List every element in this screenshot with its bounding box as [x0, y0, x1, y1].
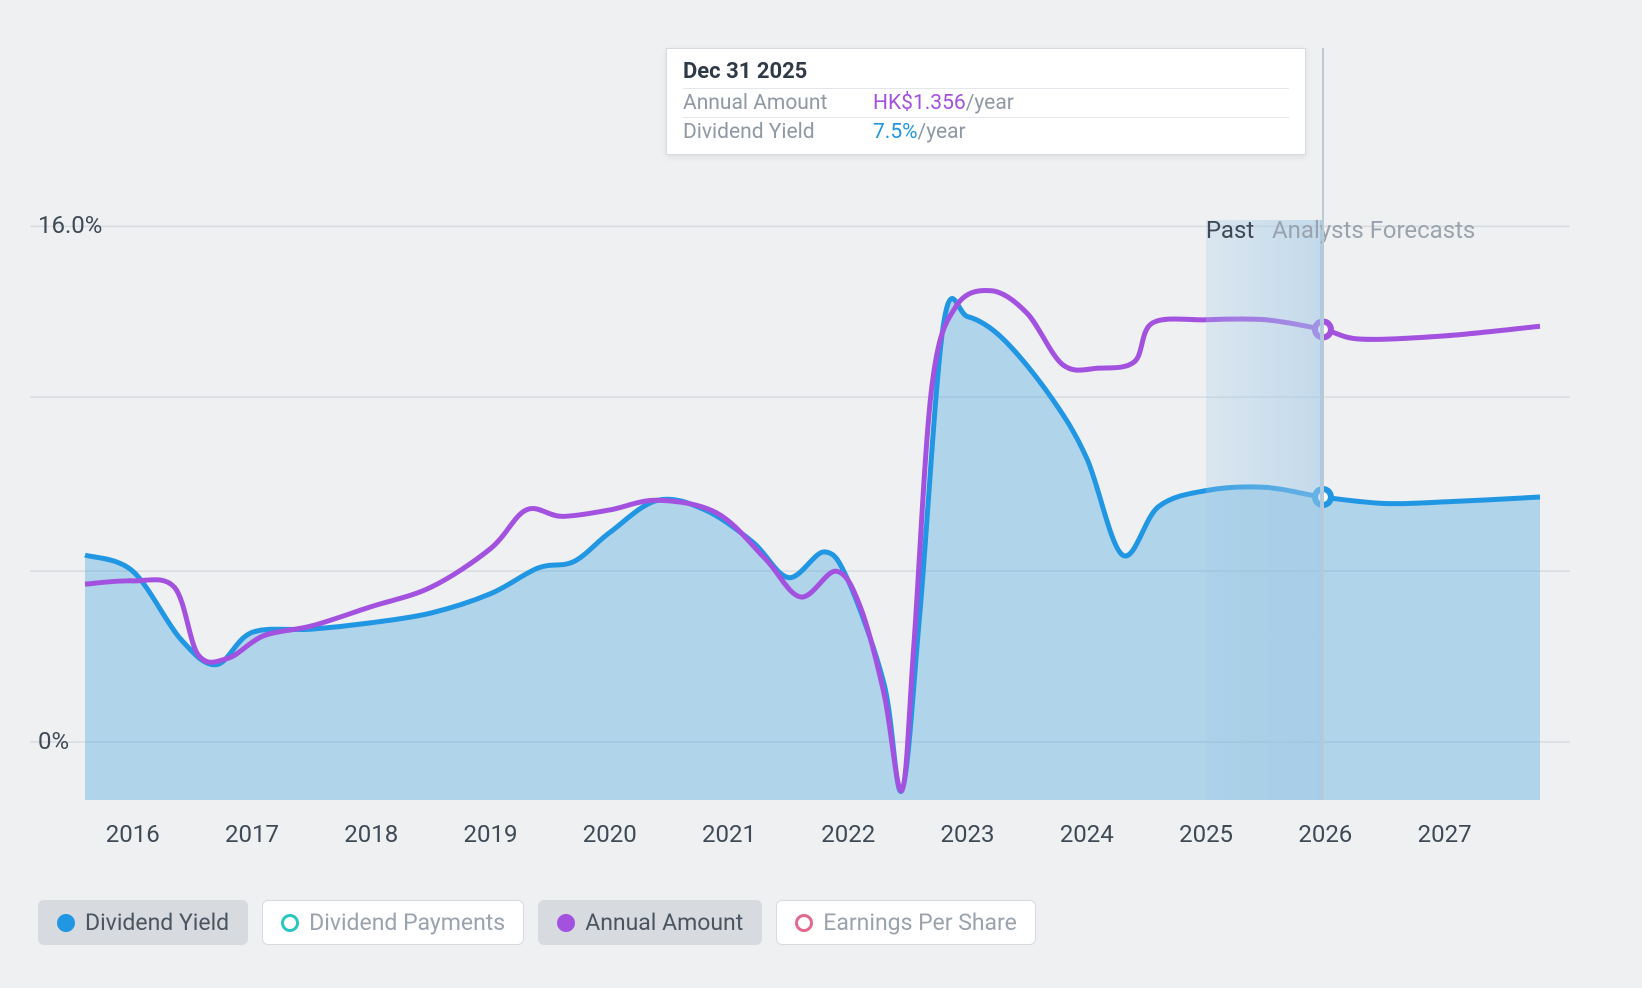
legend-item-earnings-per-share[interactable]: Earnings Per Share [776, 900, 1036, 945]
legend-swatch-icon [557, 914, 575, 932]
hover-tooltip: Dec 31 2025 Annual Amount HK$1.356/year … [666, 48, 1306, 155]
x-axis-tick-label: 2024 [1060, 820, 1114, 848]
legend-item-annual-amount[interactable]: Annual Amount [538, 900, 762, 945]
legend-item-label: Dividend Yield [85, 909, 229, 936]
x-axis-tick-label: 2026 [1298, 820, 1352, 848]
x-axis-tick-label: 2025 [1179, 820, 1233, 848]
x-axis-tick-label: 2023 [941, 820, 995, 848]
tooltip-row-value: 7.5% [873, 120, 918, 144]
tooltip-row-annual-amount: Annual Amount HK$1.356/year [683, 88, 1289, 117]
tooltip-row-label: Annual Amount [683, 91, 873, 115]
forecast-shaded-band [1206, 220, 1323, 800]
x-axis-tick-label: 2019 [464, 820, 518, 848]
tooltip-row-unit: /year [966, 91, 1014, 115]
dividend-chart: Past Analysts Forecasts 16.0% 0% 2016 2017… [0, 0, 1642, 988]
legend-item-label: Earnings Per Share [823, 909, 1017, 936]
x-axis-tick-label: 2021 [702, 820, 756, 848]
legend-item-dividend-payments[interactable]: Dividend Payments [262, 900, 524, 945]
legend-item-dividend-yield[interactable]: Dividend Yield [38, 900, 248, 945]
tooltip-row-dividend-yield: Dividend Yield 7.5%/year [683, 117, 1289, 146]
x-axis-tick-label: 2016 [106, 820, 160, 848]
tooltip-row-unit: /year [918, 120, 966, 144]
x-axis-tick-label: 2027 [1418, 820, 1472, 848]
x-axis-tick-label: 2022 [821, 820, 875, 848]
tooltip-date: Dec 31 2025 [683, 59, 1289, 88]
x-axis-tick-label: 2020 [583, 820, 637, 848]
y-axis-tick-label: 16.0% [38, 211, 102, 239]
x-axis-tick-label: 2017 [225, 820, 279, 848]
legend-swatch-icon [281, 914, 299, 932]
tooltip-row-label: Dividend Yield [683, 120, 873, 144]
legend-item-label: Dividend Payments [309, 909, 505, 936]
y-axis-tick-label: 0% [38, 727, 69, 755]
hover-vertical-line [1322, 48, 1324, 800]
legend-item-label: Annual Amount [585, 909, 743, 936]
forecast-label: Analysts Forecasts [1272, 216, 1475, 244]
past-label: Past [1206, 216, 1254, 244]
legend-swatch-icon [795, 914, 813, 932]
tooltip-row-value: HK$1.356 [873, 91, 966, 115]
x-axis-tick-label: 2018 [344, 820, 398, 848]
legend-swatch-icon [57, 914, 75, 932]
chart-legend: Dividend Yield Dividend Payments Annual Am… [38, 900, 1036, 945]
